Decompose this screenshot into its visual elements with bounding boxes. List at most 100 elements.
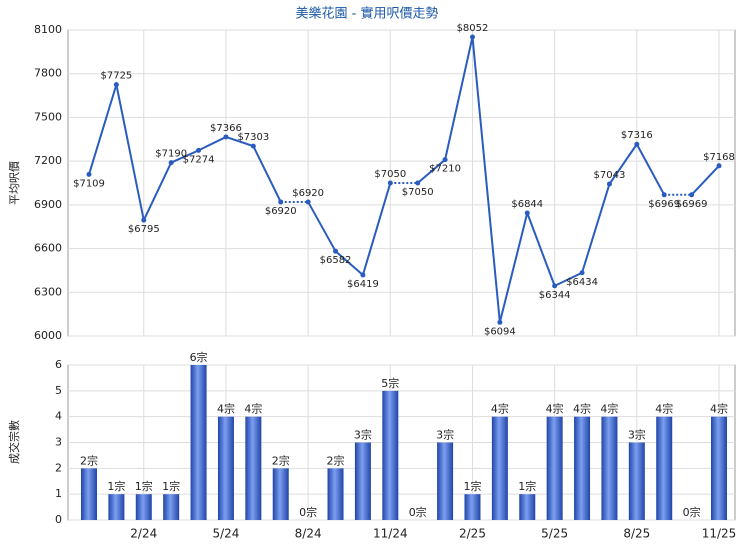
y-tick-label: 6 xyxy=(55,358,62,371)
data-label: 3宗 xyxy=(628,428,646,442)
data-label: 1宗 xyxy=(518,479,536,493)
y-tick-label: 6600 xyxy=(34,242,62,255)
point xyxy=(305,199,311,205)
line-segment xyxy=(225,136,254,148)
bar xyxy=(190,365,207,520)
line-segment xyxy=(554,271,583,287)
point xyxy=(250,143,256,149)
y-tick-label: 2 xyxy=(55,461,62,474)
y-tick-label: 8100 xyxy=(34,23,62,36)
data-label: 2宗 xyxy=(327,453,345,467)
bar xyxy=(245,416,262,520)
data-label: $6969 xyxy=(648,199,680,210)
data-label: 2宗 xyxy=(80,453,98,467)
point xyxy=(141,217,147,223)
data-label: $7210 xyxy=(429,164,461,175)
x-tick-label: 2/25 xyxy=(459,527,486,541)
line-segment xyxy=(471,36,501,323)
data-label: 4宗 xyxy=(217,402,235,416)
point xyxy=(442,157,448,163)
bar xyxy=(601,416,618,520)
line-segment xyxy=(581,183,611,274)
line-segment xyxy=(115,84,145,221)
data-label: 4宗 xyxy=(573,402,591,416)
y-tick-label: 7200 xyxy=(34,154,62,167)
x-tick-label: 5/25 xyxy=(541,527,568,541)
bar xyxy=(382,390,399,520)
data-label: 0宗 xyxy=(409,505,427,519)
data-label: 1宗 xyxy=(107,479,125,493)
line-segment xyxy=(307,201,337,252)
data-label: 2宗 xyxy=(272,453,290,467)
line-segment xyxy=(334,250,364,276)
bar xyxy=(217,416,234,520)
point xyxy=(278,199,284,205)
point xyxy=(497,319,503,325)
y-tick-label: 1 xyxy=(55,487,62,500)
x-tick-label: 11/25 xyxy=(702,527,737,541)
bar xyxy=(163,494,180,520)
bar xyxy=(491,416,508,520)
data-label: $7316 xyxy=(621,130,653,141)
data-label: $6969 xyxy=(676,199,708,210)
data-label: $7050 xyxy=(374,169,406,180)
data-label: $6844 xyxy=(511,199,543,210)
bar xyxy=(628,442,645,520)
data-label: $6344 xyxy=(539,290,571,301)
line-segment xyxy=(198,136,227,152)
y-tick-label: 3 xyxy=(55,436,62,449)
bar xyxy=(327,468,344,520)
bar xyxy=(656,416,673,520)
plot-frame xyxy=(67,29,736,337)
point xyxy=(86,171,92,177)
bar xyxy=(519,494,536,520)
point xyxy=(333,248,339,254)
line-segment xyxy=(142,162,173,221)
point xyxy=(661,192,667,198)
data-label: $6795 xyxy=(128,224,160,235)
y-tick-label: 6300 xyxy=(34,285,62,298)
data-label: 4宗 xyxy=(546,402,564,416)
chart-title: 美樂花園 - 實用呎價走勢 xyxy=(296,6,439,22)
point xyxy=(524,210,530,216)
data-label: 4宗 xyxy=(600,402,618,416)
line-segment xyxy=(88,84,118,175)
data-label: $7303 xyxy=(237,132,269,143)
data-label: 3宗 xyxy=(436,428,454,442)
line-segment xyxy=(635,143,666,196)
point xyxy=(196,147,202,153)
line-segment xyxy=(690,165,720,196)
x-tick-label: 8/25 xyxy=(623,527,650,541)
data-label: $6434 xyxy=(566,277,598,288)
line-segment xyxy=(361,182,392,276)
point xyxy=(634,141,640,147)
point xyxy=(689,192,695,198)
data-label: $7109 xyxy=(73,178,105,189)
line-segment xyxy=(526,212,556,287)
point xyxy=(360,272,366,278)
point xyxy=(113,82,119,88)
data-label: 1宗 xyxy=(162,479,180,493)
data-label: 5宗 xyxy=(381,376,399,390)
bar xyxy=(711,416,727,520)
y-tick-label: 0 xyxy=(55,513,62,526)
data-label: $8052 xyxy=(457,23,489,34)
point xyxy=(168,160,174,166)
x-tick-label: 5/24 xyxy=(212,527,239,541)
data-label: $6094 xyxy=(484,326,516,337)
data-label: $7274 xyxy=(183,154,215,165)
x-tick-label: 11/24 xyxy=(373,527,408,541)
point xyxy=(552,283,558,289)
data-label: 0宗 xyxy=(683,505,701,519)
x-tick-label: 2/24 xyxy=(130,527,157,541)
data-label: 4宗 xyxy=(491,402,509,416)
bar xyxy=(437,442,454,520)
data-label: 1宗 xyxy=(135,479,153,493)
bar xyxy=(546,416,563,520)
line-segment xyxy=(170,149,199,164)
data-label: 1宗 xyxy=(463,479,481,493)
point xyxy=(469,34,475,40)
x-tick-label: 8/24 xyxy=(295,527,322,541)
bar xyxy=(574,416,591,520)
bar xyxy=(81,468,97,520)
